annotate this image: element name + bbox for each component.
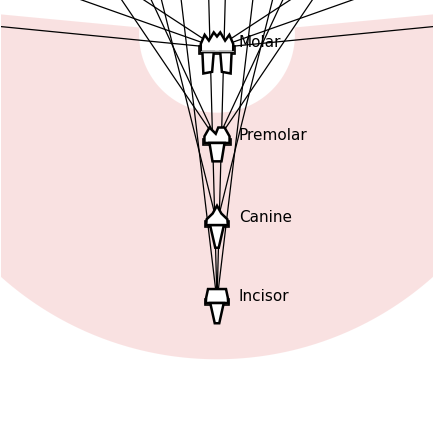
Polygon shape xyxy=(202,53,214,74)
Text: Canine: Canine xyxy=(239,210,292,224)
Polygon shape xyxy=(201,33,233,53)
Polygon shape xyxy=(206,289,228,303)
Polygon shape xyxy=(210,226,224,248)
Polygon shape xyxy=(0,5,434,359)
Text: Premolar: Premolar xyxy=(239,128,307,142)
Polygon shape xyxy=(204,128,230,144)
Polygon shape xyxy=(199,47,235,55)
Polygon shape xyxy=(210,144,224,162)
Polygon shape xyxy=(210,303,224,323)
Text: Incisor: Incisor xyxy=(239,288,289,303)
Polygon shape xyxy=(203,139,231,145)
Polygon shape xyxy=(204,299,230,305)
Polygon shape xyxy=(205,222,229,227)
Polygon shape xyxy=(206,206,228,226)
Text: Molar: Molar xyxy=(239,35,281,49)
Polygon shape xyxy=(220,53,232,74)
